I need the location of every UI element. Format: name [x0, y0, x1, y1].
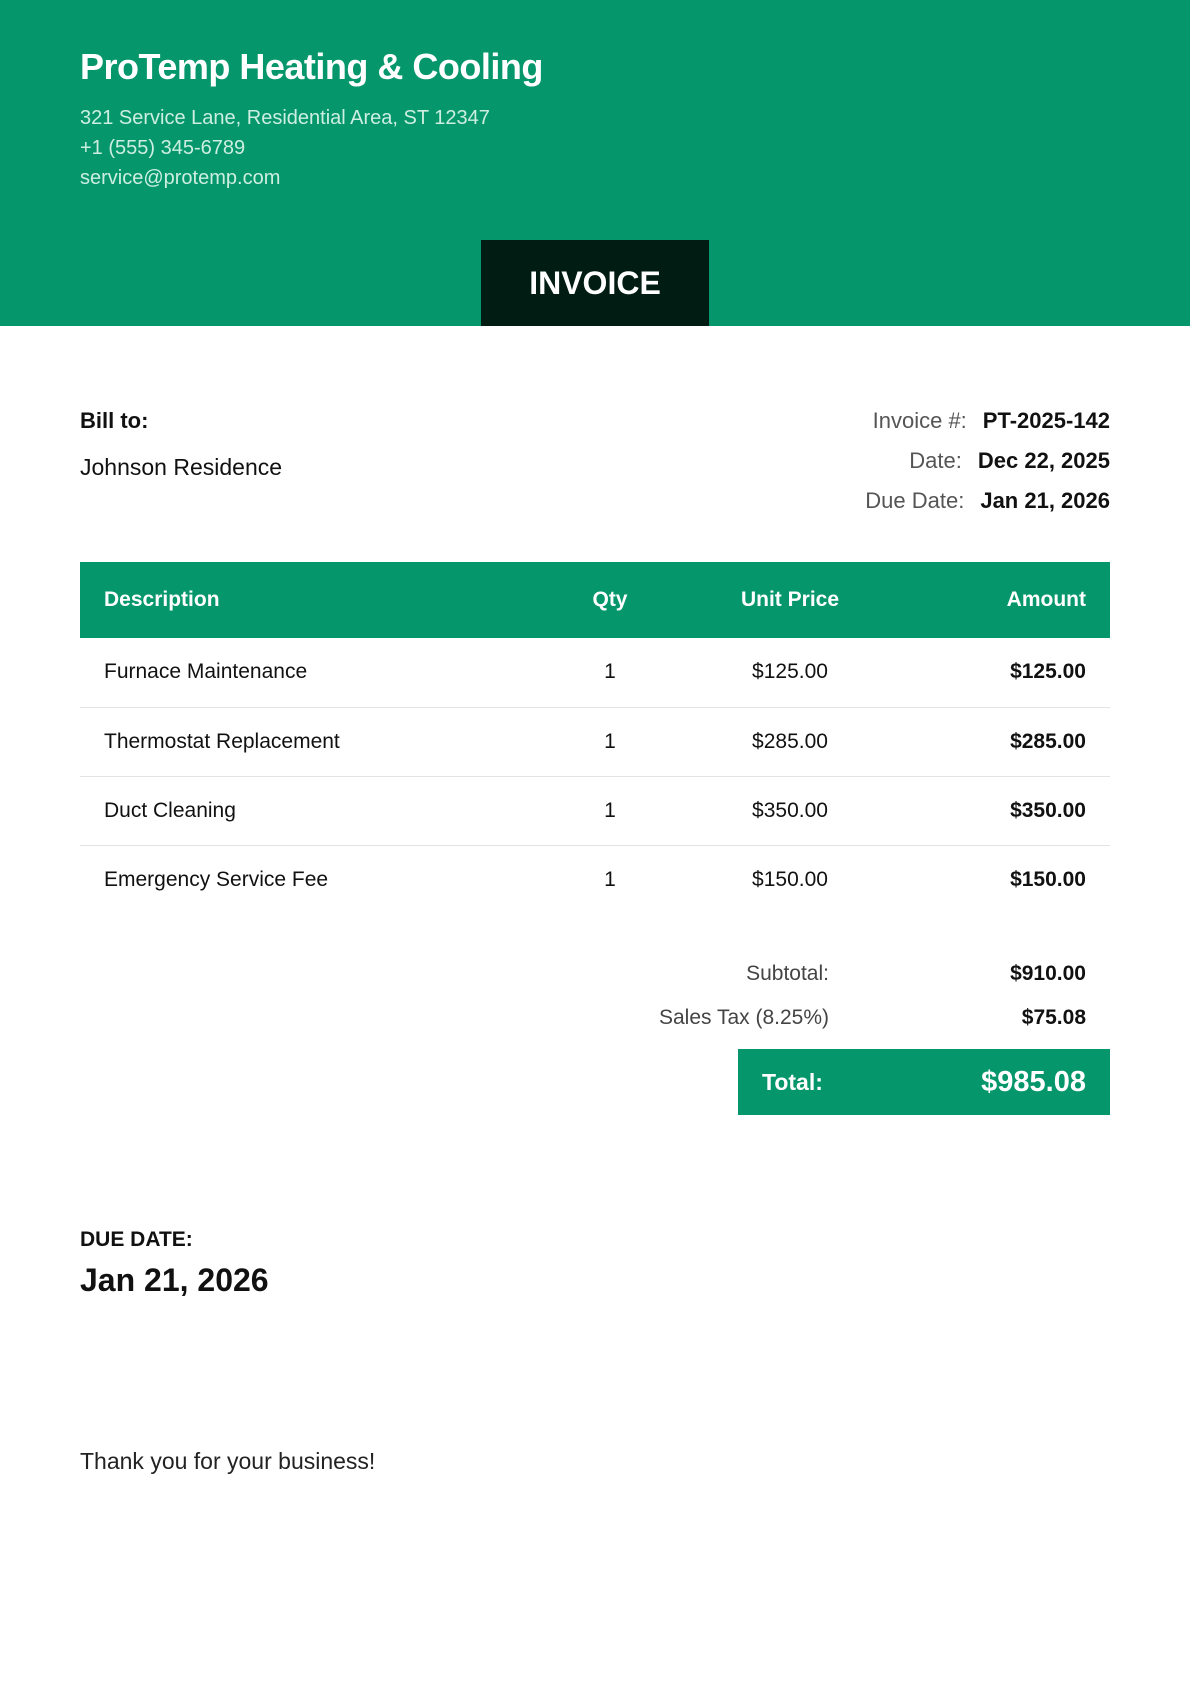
- cell-qty: 1: [604, 867, 616, 891]
- total-value: $985.08: [981, 1065, 1086, 1098]
- col-unit-price: Unit Price: [670, 562, 910, 638]
- meta-value: Jan 21, 2026: [980, 488, 1110, 513]
- cell-qty: 1: [550, 776, 670, 846]
- cell-amount: $150.00: [1010, 867, 1086, 891]
- total-box: Total: $985.08: [738, 1049, 1110, 1115]
- cell-amount: $350.00: [910, 776, 1110, 846]
- cell-unit-price: $150.00: [752, 867, 828, 891]
- total-label: Total:: [762, 1068, 823, 1095]
- meta-date: Date: Dec 22, 2025: [909, 448, 1110, 474]
- bill-to-name: Johnson Residence: [80, 454, 283, 480]
- invoice-header: ProTemp Heating & Cooling 321 Service La…: [0, 0, 1190, 326]
- table-row: Emergency Service Fee 1 $150.00 $150.00: [80, 845, 1110, 914]
- cell-description: Furnace Maintenance: [80, 638, 550, 708]
- company-address: 321 Service Lane, Residential Area, ST 1…: [80, 107, 490, 129]
- table-row: Furnace Maintenance 1 $125.00 $125.00: [80, 638, 1110, 708]
- company-name: ProTemp Heating & Cooling: [80, 46, 543, 87]
- tax-label: Sales Tax (8.25%): [658, 1006, 829, 1029]
- col-amount: Amount: [910, 562, 1110, 638]
- due-date-value: Jan 21, 2026: [80, 1262, 269, 1298]
- cell-qty: 1: [550, 638, 670, 708]
- tax-value: $75.08: [1021, 1006, 1086, 1029]
- due-date-label: DUE DATE:: [80, 1228, 193, 1251]
- company-phone: +1 (555) 345-6789: [80, 137, 246, 159]
- cell-description: Duct Cleaning: [80, 776, 550, 846]
- meta-value: Dec 22, 2025: [977, 448, 1110, 473]
- invoice-title: INVOICE: [481, 240, 709, 326]
- col-qty: Qty: [550, 562, 670, 638]
- cell-amount: $125.00: [910, 638, 1110, 708]
- bill-to-label: Bill to:: [80, 408, 149, 433]
- subtotal-label: Subtotal:: [746, 962, 829, 985]
- line-items-table: Description Qty Unit Price Amount Furnac…: [80, 562, 1110, 914]
- table-row: Thermostat Replacement 1 $285.00 $285.00: [80, 707, 1110, 777]
- table-row: Duct Cleaning 1 $350.00 $350.00: [80, 776, 1110, 846]
- meta-due-date: Due Date: Jan 21, 2026: [865, 488, 1110, 514]
- cell-amount: $285.00: [910, 707, 1110, 777]
- meta-label: Invoice #:: [872, 408, 967, 433]
- cell-unit-price: $125.00: [670, 638, 910, 708]
- cell-unit-price: $350.00: [670, 776, 910, 846]
- table-header-row: Description Qty Unit Price Amount: [80, 562, 1110, 638]
- meta-label: Date:: [909, 448, 962, 473]
- cell-qty: 1: [550, 707, 670, 777]
- col-description: Description: [80, 562, 550, 638]
- meta-label: Due Date:: [865, 488, 965, 513]
- cell-unit-price: $285.00: [670, 707, 910, 777]
- cell-description: Thermostat Replacement: [80, 707, 550, 777]
- meta-value: PT-2025-142: [982, 408, 1110, 433]
- meta-invoice-number: Invoice #: PT-2025-142: [873, 408, 1110, 434]
- subtotal-value: $910.00: [1010, 962, 1086, 985]
- company-email: service@protemp.com: [80, 167, 281, 189]
- cell-description: Emergency Service Fee: [104, 867, 329, 891]
- thank-you-note: Thank you for your business!: [80, 1448, 376, 1474]
